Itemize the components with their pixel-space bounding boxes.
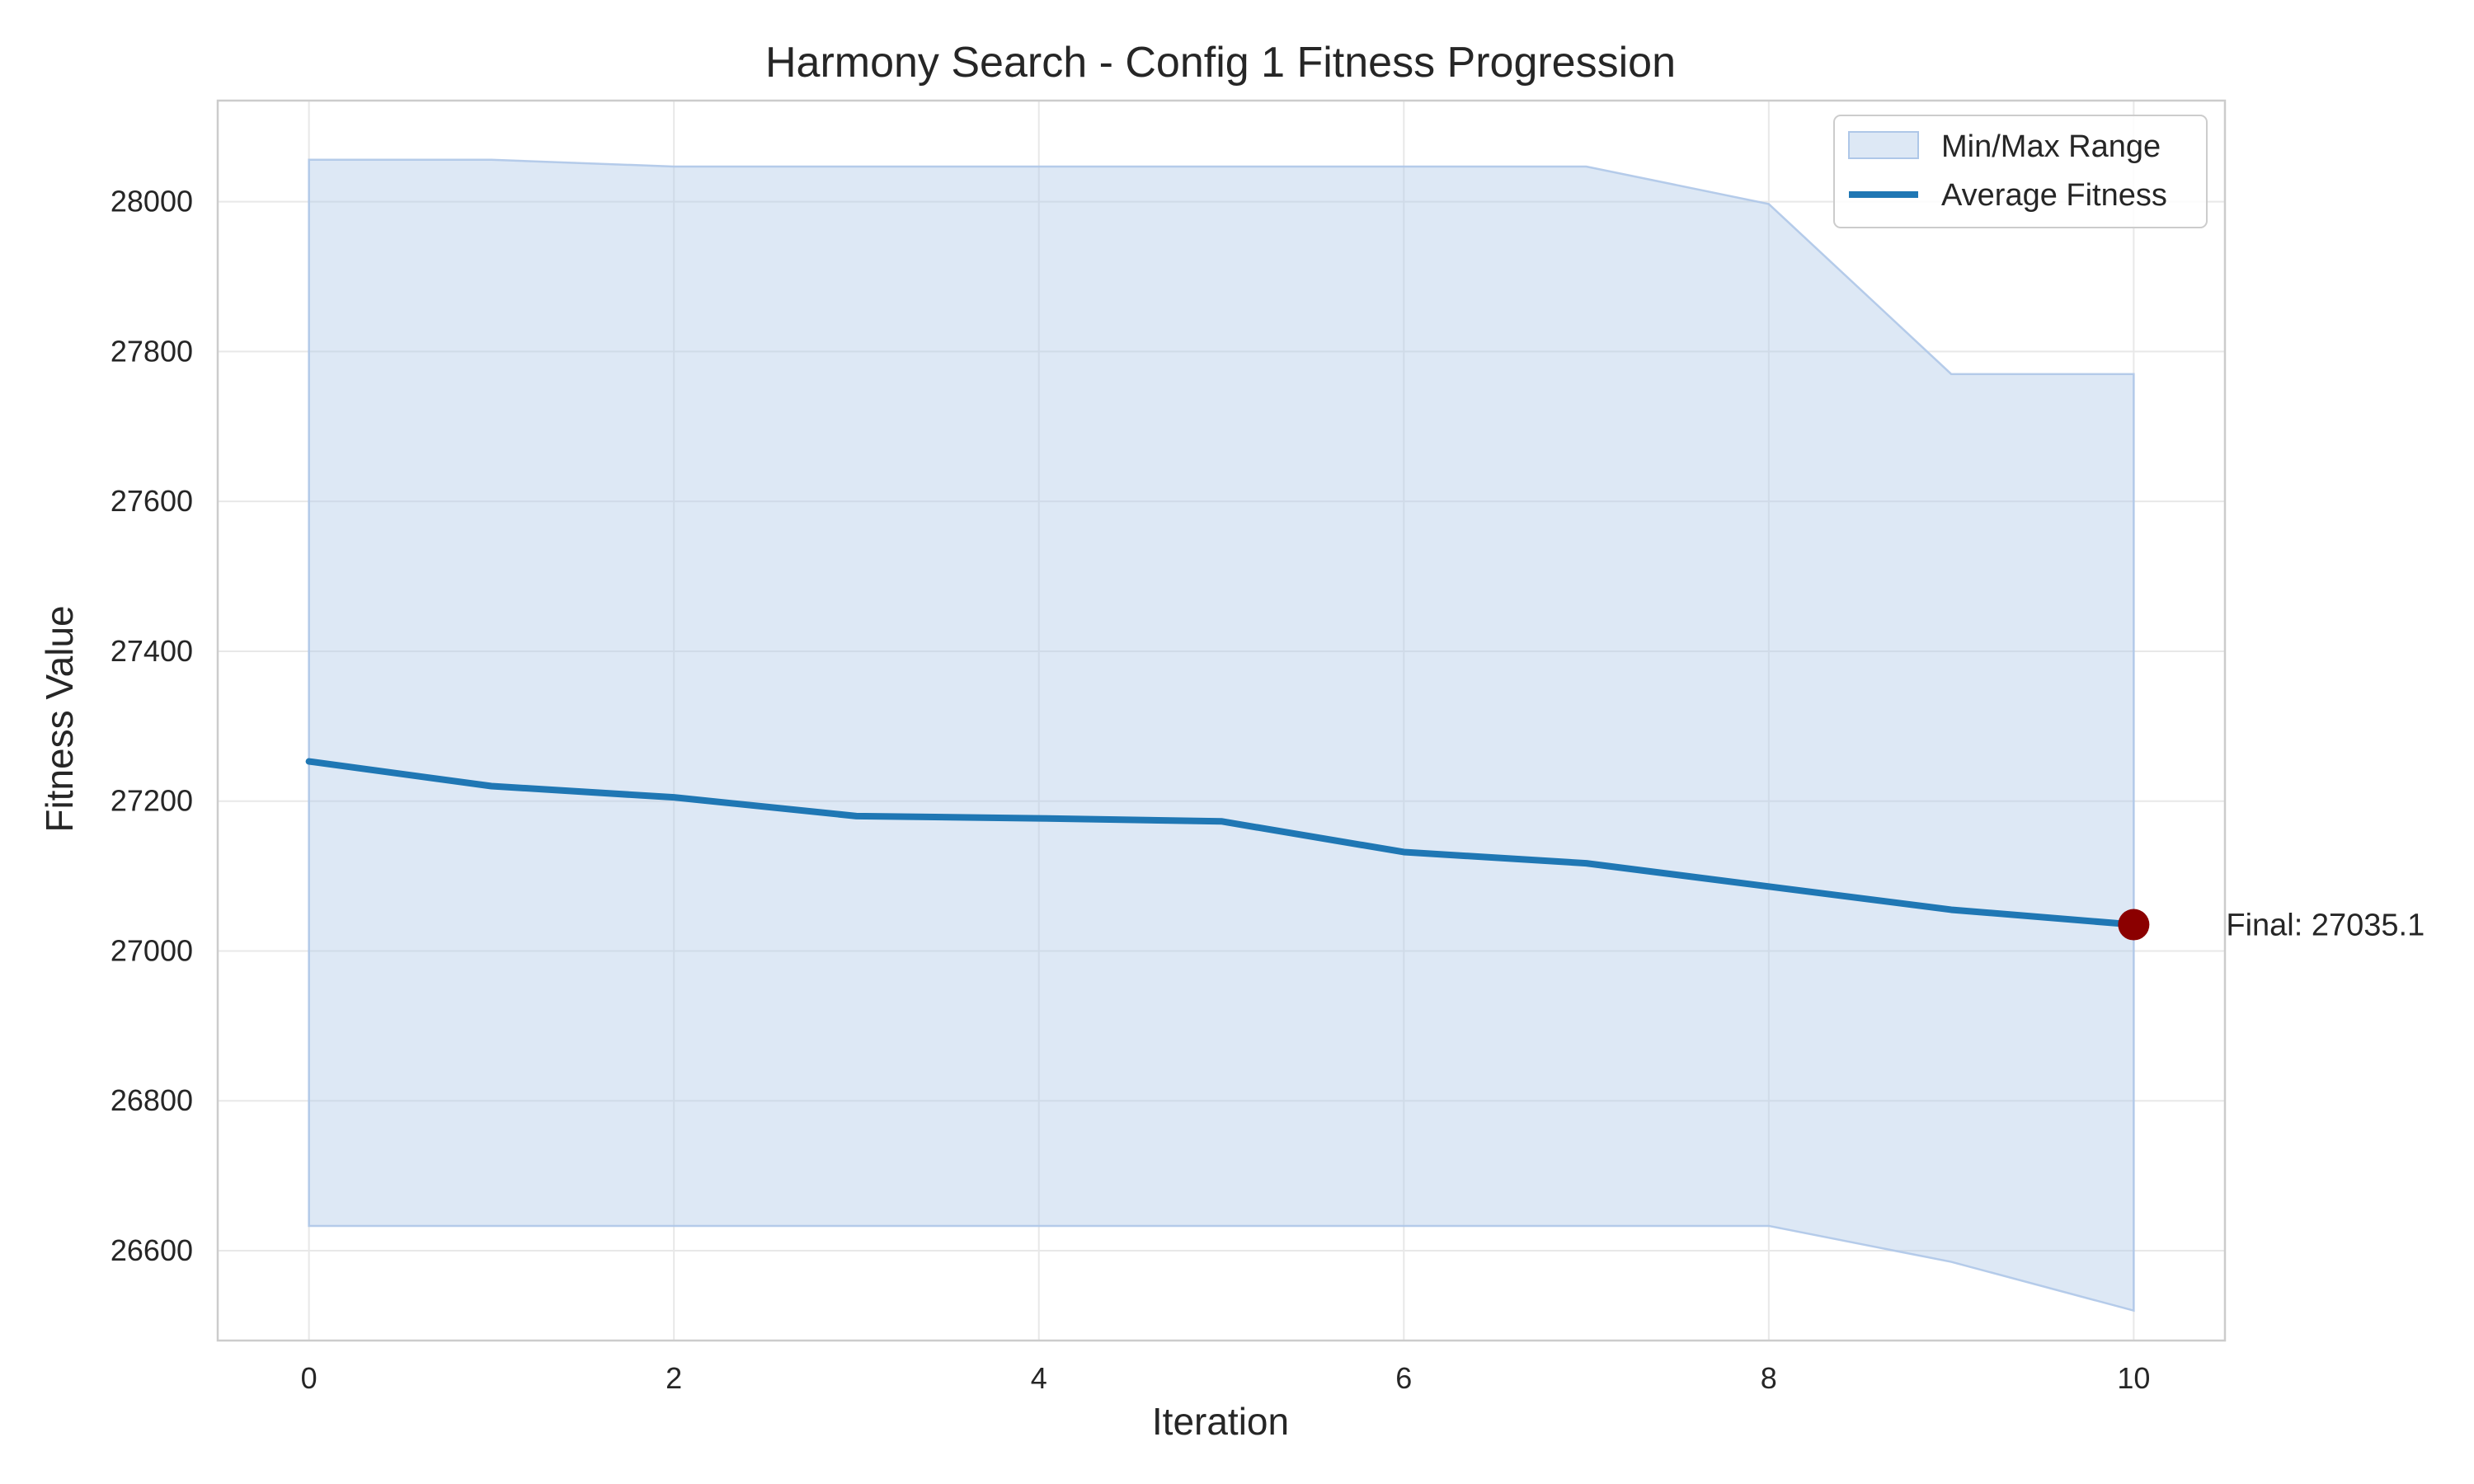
x-tick-label-2: 4 bbox=[1031, 1361, 1047, 1395]
y-tick-label-7: 28000 bbox=[111, 185, 193, 218]
legend-frame bbox=[1833, 115, 2208, 228]
data-point-3 bbox=[854, 814, 858, 819]
data-point-0 bbox=[307, 759, 312, 764]
data-point-1 bbox=[489, 784, 494, 789]
x-axis-label: Iteration bbox=[1152, 1400, 1289, 1443]
data-point-6 bbox=[1401, 849, 1406, 854]
chart-title: Harmony Search - Config 1 Fitness Progre… bbox=[765, 39, 1676, 87]
y-tick-label-4: 27400 bbox=[111, 634, 193, 668]
x-tick-label-1: 2 bbox=[666, 1361, 682, 1395]
line-layer bbox=[305, 758, 2138, 928]
x-ticks: 0 2 4 6 8 10 bbox=[301, 1361, 2151, 1395]
legend: Min/Max Range Average Fitness bbox=[1833, 115, 2208, 228]
data-point-8 bbox=[1766, 884, 1771, 889]
y-tick-label-6: 27800 bbox=[111, 334, 193, 368]
band-layer bbox=[308, 158, 2135, 1313]
legend-swatch-min-max-range bbox=[1848, 131, 1919, 159]
final-annotation-label: Final: 27035.1 bbox=[2226, 909, 2425, 943]
y-axis-label: Fitness Value bbox=[38, 605, 81, 832]
y-tick-label-1: 26800 bbox=[111, 1083, 193, 1117]
grid bbox=[218, 101, 2225, 1341]
legend-label-min-max-range: Min/Max Range bbox=[1941, 129, 2161, 164]
y-tick-label-3: 27200 bbox=[111, 784, 193, 818]
data-point-9 bbox=[1949, 907, 1954, 912]
marker-layer: Final: 27035.1 bbox=[2118, 909, 2425, 943]
x-tick-label-0: 0 bbox=[301, 1361, 317, 1395]
data-point-4 bbox=[1037, 816, 1042, 821]
x-tick-label-4: 8 bbox=[1761, 1361, 1777, 1395]
y-tick-label-2: 27000 bbox=[111, 933, 193, 967]
data-point-2 bbox=[671, 795, 676, 800]
plot-frame bbox=[216, 99, 2227, 1342]
series-line-average-fitness bbox=[305, 758, 2138, 928]
data-point-7 bbox=[1584, 861, 1589, 866]
x-tick-label-3: 6 bbox=[1395, 1361, 1412, 1395]
y-ticks: 26600 26800 27000 27200 27400 27600 27800 28000 bbox=[111, 185, 193, 1267]
legend-label-average-fitness: Average Fitness bbox=[1941, 178, 2167, 213]
x-tick-label-5: 10 bbox=[2117, 1361, 2150, 1395]
series-band-min-max-range bbox=[308, 158, 2135, 1313]
final-marker bbox=[2118, 909, 2150, 941]
y-tick-label-0: 26600 bbox=[111, 1233, 193, 1267]
data-point-5 bbox=[1219, 819, 1224, 824]
y-tick-label-5: 27600 bbox=[111, 484, 193, 518]
